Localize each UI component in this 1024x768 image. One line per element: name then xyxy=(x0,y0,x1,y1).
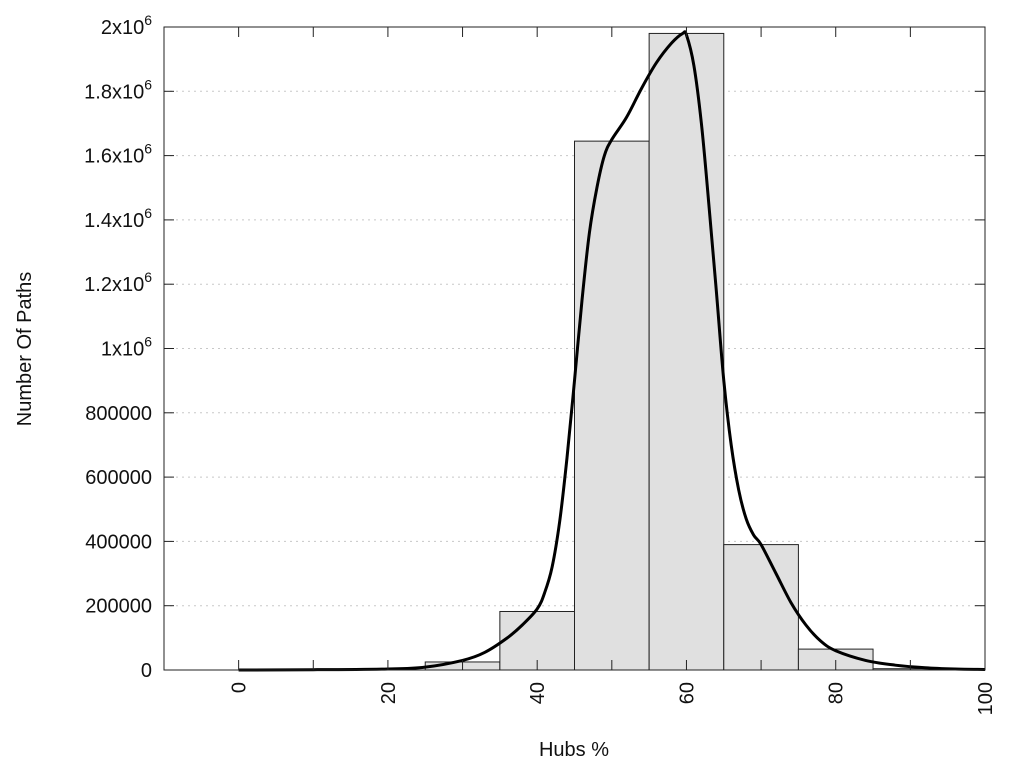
y-tick-mantissa: 2x10 xyxy=(101,17,144,39)
histogram-bars xyxy=(424,32,949,671)
x-tick-label: 60 xyxy=(676,682,698,704)
y-tick-exponent: 6 xyxy=(144,269,152,285)
x-tick-label: 0 xyxy=(229,682,251,693)
y-tick-label: 800000 xyxy=(85,403,152,425)
y-tick-mantissa: 1.8x10 xyxy=(84,81,144,103)
y-axis-label: Number Of Paths xyxy=(14,272,36,427)
y-axis-ticks: 02000004000006000008000001x1061.2x1061.4… xyxy=(84,12,985,682)
y-tick-label: 400000 xyxy=(85,531,152,553)
y-tick-exponent: 6 xyxy=(144,334,152,350)
histogram-bar xyxy=(648,32,725,671)
y-tick-label: 1.4x106 xyxy=(84,205,152,232)
y-tick-mantissa: 0 xyxy=(141,660,152,682)
x-axis-ticks: 0 20 40 60 80 100 xyxy=(229,27,997,715)
grid-lines xyxy=(164,90,985,607)
y-tick-mantissa: 600000 xyxy=(85,467,152,489)
x-tick-label: 40 xyxy=(527,682,549,704)
histogram-bar xyxy=(574,140,650,671)
y-tick-label: 1.6x106 xyxy=(84,141,152,168)
y-tick-exponent: 6 xyxy=(144,76,152,92)
y-tick-exponent: 6 xyxy=(144,141,152,157)
y-tick-label: 2x106 xyxy=(101,12,152,39)
y-tick-mantissa: 400000 xyxy=(85,531,152,553)
x-tick-label: 100 xyxy=(975,682,997,715)
y-tick-exponent: 6 xyxy=(144,205,152,221)
y-tick-exponent: 6 xyxy=(144,12,152,28)
y-tick-mantissa: 1x10 xyxy=(101,339,144,361)
x-tick-label: 80 xyxy=(826,682,848,704)
x-tick-label: 20 xyxy=(378,682,400,704)
y-tick-mantissa: 200000 xyxy=(85,596,152,618)
y-tick-label: 1x106 xyxy=(101,334,152,361)
y-tick-label: 1.8x106 xyxy=(84,76,152,103)
y-tick-mantissa: 1.2x10 xyxy=(84,274,144,296)
y-tick-label: 200000 xyxy=(85,596,152,618)
y-tick-mantissa: 1.4x10 xyxy=(84,210,144,232)
y-tick-mantissa: 800000 xyxy=(85,403,152,425)
fit-curve-line xyxy=(238,30,986,672)
x-axis-label: Hubs % xyxy=(539,739,609,761)
y-tick-label: 0 xyxy=(141,660,152,682)
y-tick-label: 600000 xyxy=(85,467,152,489)
histogram-bar xyxy=(723,544,799,671)
y-tick-label: 1.2x106 xyxy=(84,269,152,296)
y-tick-mantissa: 1.6x10 xyxy=(84,146,144,168)
